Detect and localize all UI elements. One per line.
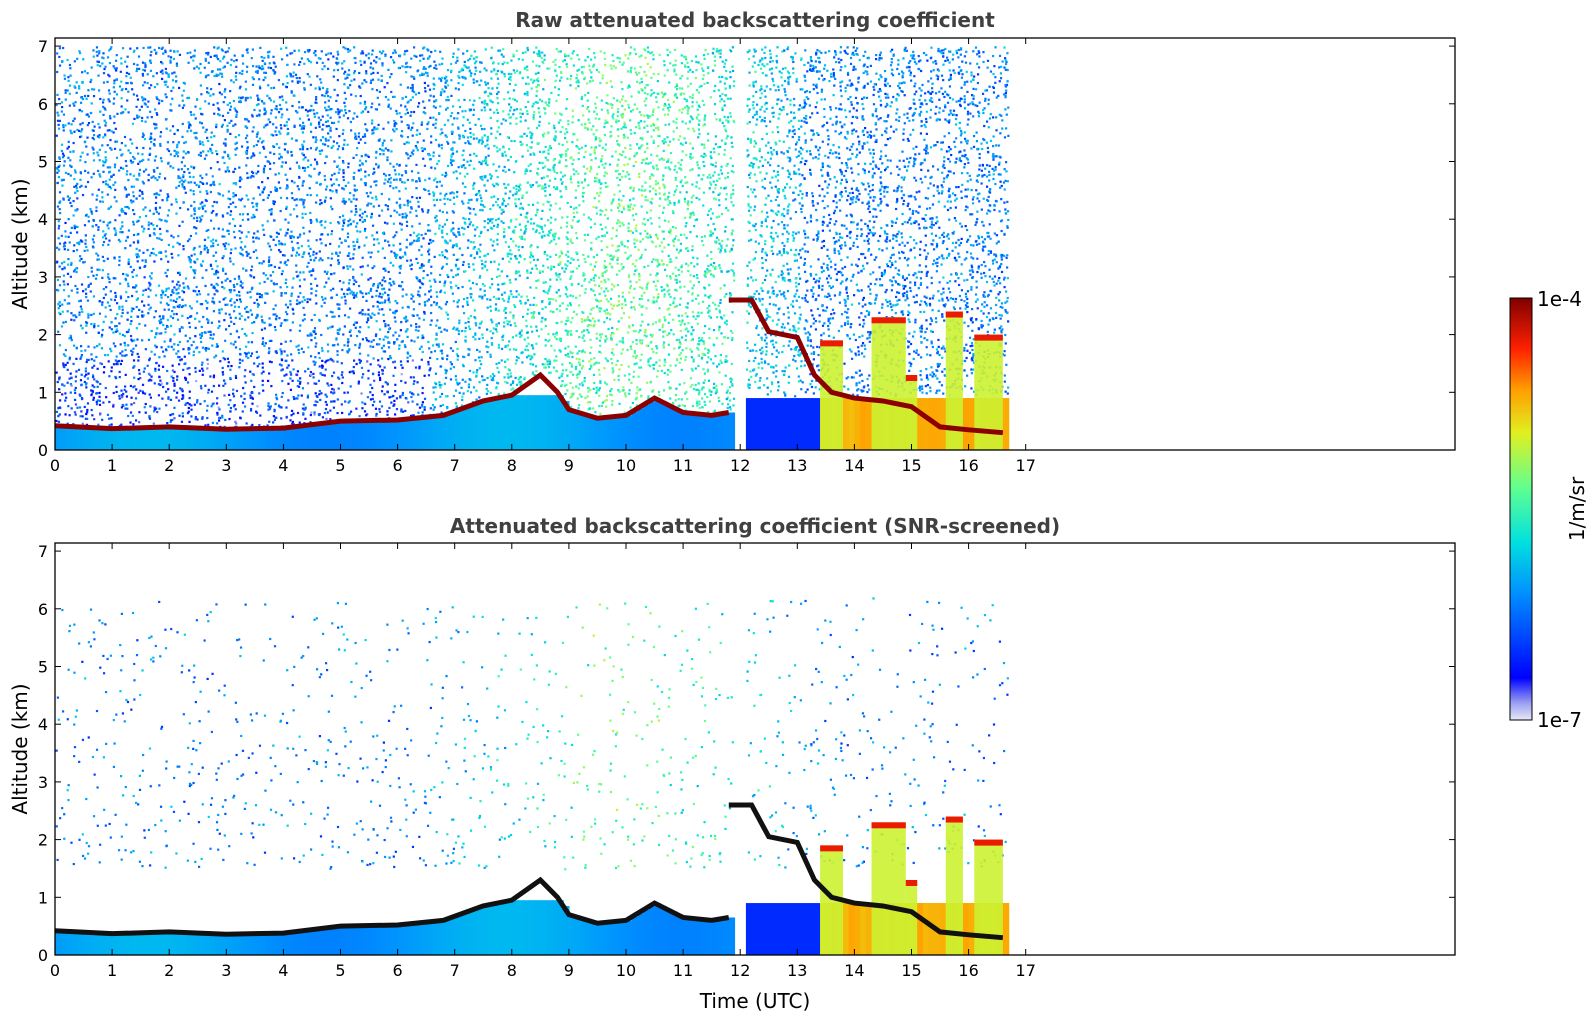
x-axis-label: Time (UTC) (699, 989, 811, 1013)
y-tick-label: 2 (38, 326, 48, 345)
x-tick-label: 6 (393, 456, 403, 475)
x-axis-screened: 0 1 2 3 4 5 6 7 8 9 10 11 12 13 14 15 16 17 (50, 543, 1036, 980)
x-tick-label: 16 (958, 456, 978, 475)
y-axis-label-raw: Altitude (km) (8, 178, 32, 309)
x-tick-label: 9 (564, 456, 574, 475)
y-axis-raw: 0 1 2 3 4 5 6 7 (38, 37, 1455, 460)
y-tick-label: 7 (38, 37, 48, 56)
x-tick-label: 12 (730, 961, 750, 980)
y-tick-label: 6 (38, 95, 48, 114)
x-tick-label: 8 (507, 456, 517, 475)
x-tick-label: 3 (221, 456, 231, 475)
y-tick-label: 5 (38, 658, 48, 677)
x-tick-label: 13 (787, 456, 807, 475)
y-tick-label: 0 (38, 946, 48, 965)
y-tick-label: 7 (38, 542, 48, 561)
colorbar-unit-label: 1/m/sr (1565, 476, 1589, 541)
colorbar-min-label: 1e-7 (1537, 708, 1582, 732)
y-tick-label: 2 (38, 831, 48, 850)
x-tick-label: 14 (844, 456, 864, 475)
x-tick-label: 6 (393, 961, 403, 980)
x-tick-label: 10 (616, 456, 636, 475)
colorbar-gradient (1509, 297, 1533, 721)
x-tick-label: 0 (50, 961, 60, 980)
y-tick-label: 1 (38, 383, 48, 402)
x-tick-label: 7 (450, 961, 460, 980)
colorbar: 1e-4 1e-7 1/m/sr (1509, 287, 1589, 732)
x-axis-raw: 0 1 2 3 4 5 6 7 8 9 10 11 12 13 14 15 16 17 (50, 38, 1036, 475)
panel-screened: Attenuated backscattering coefficient (S… (8, 514, 1456, 1013)
plot-frame-raw (54, 37, 1456, 451)
panel-title-screened: Attenuated backscattering coefficient (S… (450, 514, 1060, 538)
y-tick-label: 3 (38, 773, 48, 792)
x-tick-label: 1 (107, 456, 117, 475)
x-tick-label: 13 (787, 961, 807, 980)
y-tick-label: 4 (38, 715, 48, 734)
x-tick-label: 5 (335, 961, 345, 980)
heatmap-raw (55, 46, 1010, 450)
x-tick-label: 11 (673, 456, 693, 475)
panel-title-raw: Raw attenuated backscattering coefficien… (515, 8, 995, 32)
x-tick-label: 11 (673, 961, 693, 980)
x-tick-label: 8 (507, 961, 517, 980)
colorbar-max-label: 1e-4 (1537, 287, 1582, 311)
x-tick-label: 0 (50, 456, 60, 475)
y-tick-label: 6 (38, 600, 48, 619)
x-tick-label: 17 (1016, 961, 1036, 980)
heatmap-screened (55, 597, 1010, 955)
x-tick-label: 10 (616, 961, 636, 980)
y-tick-label: 5 (38, 153, 48, 172)
x-tick-label: 2 (164, 961, 174, 980)
x-tick-label: 5 (335, 456, 345, 475)
x-tick-label: 4 (278, 961, 288, 980)
x-tick-label: 4 (278, 456, 288, 475)
x-tick-label: 14 (844, 961, 864, 980)
x-tick-label: 9 (564, 961, 574, 980)
x-tick-label: 12 (730, 456, 750, 475)
x-tick-label: 15 (901, 456, 921, 475)
y-tick-label: 1 (38, 888, 48, 907)
x-tick-label: 7 (450, 456, 460, 475)
x-tick-label: 1 (107, 961, 117, 980)
x-tick-label: 2 (164, 456, 174, 475)
x-tick-label: 17 (1016, 456, 1036, 475)
y-axis-screened: 0 1 2 3 4 5 6 7 (38, 542, 1455, 965)
plot-frame-screened (54, 542, 1456, 956)
x-tick-label: 16 (958, 961, 978, 980)
y-tick-label: 4 (38, 210, 48, 229)
y-axis-label-screened: Altitude (km) (8, 683, 32, 814)
x-tick-label: 3 (221, 961, 231, 980)
y-tick-label: 0 (38, 441, 48, 460)
y-tick-label: 3 (38, 268, 48, 287)
x-tick-label: 15 (901, 961, 921, 980)
panel-raw: Raw attenuated backscattering coefficien… (8, 8, 1456, 475)
